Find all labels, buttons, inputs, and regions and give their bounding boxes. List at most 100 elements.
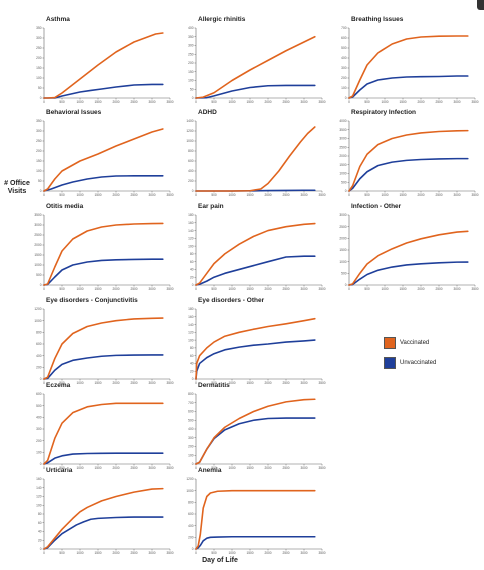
y-tick-label: 500 bbox=[341, 46, 347, 50]
series-line-unvaccinated bbox=[195, 339, 316, 380]
y-tick-label: 600 bbox=[36, 392, 42, 396]
y-tick-label: 350 bbox=[36, 26, 42, 30]
legend-item-unvaccinated: Unvaccinated bbox=[384, 356, 479, 369]
x-tick-label: 2000 bbox=[417, 100, 424, 104]
series-line-unvaccinated bbox=[43, 516, 164, 550]
series-line-unvaccinated bbox=[348, 261, 469, 286]
x-tick-label: 1000 bbox=[76, 381, 83, 385]
y-tick-label: 60 bbox=[190, 354, 194, 358]
x-tick-label: 500 bbox=[211, 100, 217, 104]
y-tick-label: 700 bbox=[341, 26, 347, 30]
y-tick-label: 40 bbox=[38, 530, 42, 534]
y-tick-label: 150 bbox=[36, 66, 42, 70]
panel-title: ADHD bbox=[198, 109, 217, 116]
x-tick-label: 1500 bbox=[94, 193, 101, 197]
y-tick-label: 600 bbox=[341, 36, 347, 40]
series-line-vaccinated bbox=[195, 222, 316, 286]
x-tick-label: 2000 bbox=[112, 100, 119, 104]
series-line-vaccinated bbox=[348, 230, 469, 286]
y-tick-label: 400 bbox=[341, 56, 347, 60]
panel-title: Infection - Other bbox=[351, 203, 402, 210]
y-tick-label: 800 bbox=[36, 331, 42, 335]
x-tick-label: 3500 bbox=[166, 287, 173, 291]
x-tick-label: 2500 bbox=[130, 193, 137, 197]
x-tick-label: 3000 bbox=[453, 100, 460, 104]
x-tick-label: 3500 bbox=[471, 100, 478, 104]
y-tick-label: 200 bbox=[341, 76, 347, 80]
x-tick-label: 3500 bbox=[166, 193, 173, 197]
x-tick-label: 2000 bbox=[417, 193, 424, 197]
y-tick-label: 300 bbox=[36, 36, 42, 40]
x-tick-label: 3000 bbox=[148, 551, 155, 555]
y-tick-label: 120 bbox=[188, 331, 194, 335]
x-tick-label: 3000 bbox=[300, 381, 307, 385]
x-tick-label: 1500 bbox=[246, 100, 253, 104]
x-tick-label: 1500 bbox=[246, 551, 253, 555]
x-tick-label: 2000 bbox=[112, 381, 119, 385]
y-tick-label: 1500 bbox=[339, 248, 346, 252]
x-tick-label: 0 bbox=[195, 100, 197, 104]
x-tick-label: 1500 bbox=[94, 100, 101, 104]
x-tick-label: 500 bbox=[211, 551, 217, 555]
y-tick-label: 2500 bbox=[339, 145, 346, 149]
legend-swatch-unvaccinated bbox=[384, 356, 396, 369]
y-tick-label: 500 bbox=[188, 418, 194, 422]
x-tick-label: 2500 bbox=[130, 287, 137, 291]
x-tick-label: 500 bbox=[364, 193, 370, 197]
y-tick-label: 80 bbox=[190, 346, 194, 350]
y-tick-label: 160 bbox=[188, 315, 194, 319]
x-tick-label: 3500 bbox=[318, 287, 325, 291]
x-tick-label: 3500 bbox=[318, 381, 325, 385]
y-tick-label: 500 bbox=[36, 404, 42, 408]
x-tick-label: 0 bbox=[348, 100, 350, 104]
y-tick-label: 1000 bbox=[186, 489, 193, 493]
y-tick-label: 600 bbox=[188, 159, 194, 163]
x-tick-label: 2500 bbox=[130, 100, 137, 104]
x-tick-label: 3500 bbox=[471, 193, 478, 197]
y-tick-label: 0 bbox=[192, 377, 194, 381]
series-line-unvaccinated bbox=[348, 157, 469, 192]
x-tick-label: 1500 bbox=[94, 551, 101, 555]
panel-title: Eye disorders - Other bbox=[198, 297, 265, 304]
y-tick-label: 0 bbox=[345, 189, 347, 193]
x-tick-label: 0 bbox=[195, 551, 197, 555]
x-tick-label: 2500 bbox=[130, 381, 137, 385]
y-tick-label: 250 bbox=[36, 139, 42, 143]
y-tick-label: 1400 bbox=[186, 119, 193, 123]
y-tick-label: 100 bbox=[188, 453, 194, 457]
x-tick-label: 1500 bbox=[94, 287, 101, 291]
series-line-unvaccinated bbox=[43, 175, 164, 192]
y-axis-label: # Office Visits bbox=[0, 180, 34, 196]
panel-title: Asthma bbox=[46, 16, 70, 23]
y-tick-label: 3500 bbox=[339, 128, 346, 132]
x-tick-label: 1000 bbox=[228, 551, 235, 555]
y-tick-label: 1000 bbox=[34, 319, 41, 323]
x-tick-label: 500 bbox=[364, 100, 370, 104]
x-tick-label: 3500 bbox=[318, 193, 325, 197]
y-tick-label: 0 bbox=[40, 189, 42, 193]
x-tick-label: 1500 bbox=[246, 381, 253, 385]
y-tick-label: 100 bbox=[188, 244, 194, 248]
panel-title: Eye disorders - Conjunctivitis bbox=[46, 297, 138, 304]
y-tick-label: 3000 bbox=[339, 137, 346, 141]
series-line-vaccinated bbox=[43, 222, 164, 286]
y-tick-label: 100 bbox=[36, 169, 42, 173]
series-line-unvaccinated bbox=[43, 83, 164, 99]
y-tick-label: 50 bbox=[190, 87, 194, 91]
x-tick-label: 1500 bbox=[399, 100, 406, 104]
y-tick-label: 400 bbox=[36, 354, 42, 358]
y-tick-label: 140 bbox=[36, 486, 42, 490]
y-tick-label: 400 bbox=[188, 26, 194, 30]
y-tick-label: 200 bbox=[36, 149, 42, 153]
panel-respiratory-infection: Respiratory Infection 0 500 1000 1500 2000 250… bbox=[339, 109, 478, 197]
y-tick-label: 0 bbox=[192, 462, 194, 466]
y-tick-label: 160 bbox=[36, 477, 42, 481]
y-tick-label: 200 bbox=[36, 366, 42, 370]
y-tick-label: 400 bbox=[188, 524, 194, 528]
x-tick-label: 2000 bbox=[112, 287, 119, 291]
y-tick-label: 3000 bbox=[339, 213, 346, 217]
x-tick-label: 3000 bbox=[453, 287, 460, 291]
x-tick-label: 3500 bbox=[471, 287, 478, 291]
y-tick-label: 500 bbox=[341, 272, 347, 276]
x-tick-label: 500 bbox=[59, 193, 65, 197]
